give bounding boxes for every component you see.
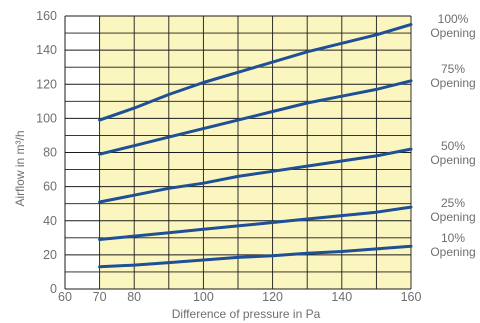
x-tick-label: 100 (193, 290, 214, 304)
y-tick-label: 80 (43, 146, 57, 160)
x-tick-labels: 60 70 80 100 120 140 160 (58, 290, 421, 304)
series-label-line: Opening (430, 210, 475, 224)
series-line-3 (98, 205, 413, 241)
y-tick-labels: 0 20 40 60 80 100 120 140 160 (36, 9, 57, 296)
x-axis-label: Difference of pressure in Pa (172, 307, 321, 321)
x-tick-label: 70 (93, 290, 107, 304)
series-line-4 (98, 244, 413, 269)
series-line-1 (98, 79, 413, 156)
series-line-2 (98, 147, 413, 204)
y-tick-label: 120 (36, 77, 57, 91)
y-tick-label: 60 (43, 180, 57, 194)
series-label-3: 25% Opening (430, 196, 475, 224)
y-axis-label: Airflow in m³/h (13, 130, 27, 206)
x-tick-label: 60 (58, 290, 72, 304)
series-label-line: 75% (441, 62, 465, 76)
y-tick-label: 160 (36, 9, 57, 23)
y-tick-label: 140 (36, 43, 57, 57)
series-label-line: 100% (438, 12, 469, 26)
x-tick-label: 160 (401, 290, 422, 304)
series-label-line: Opening (430, 76, 475, 90)
y-tick-label: 20 (43, 248, 57, 262)
series-label-0: 100% Opening (430, 12, 475, 40)
series-label-4: 10% Opening (430, 231, 475, 259)
series-label-line: Opening (430, 26, 475, 40)
y-tick-label: 100 (36, 111, 57, 125)
x-tick-label: 120 (262, 290, 283, 304)
series-label-line: Opening (430, 153, 475, 167)
x-tick-label: 80 (127, 290, 141, 304)
series-line-0 (98, 23, 413, 122)
y-tick-label: 0 (50, 282, 57, 296)
series-label-line: 25% (441, 196, 465, 210)
series-label-1: 75% Opening (430, 62, 475, 90)
series-label-line: Opening (430, 245, 475, 259)
y-tick-label: 40 (43, 214, 57, 228)
series-label-line: 10% (441, 231, 465, 245)
series-lines (98, 23, 413, 269)
grid-lines (65, 15, 412, 289)
series-label-2: 50% Opening (430, 139, 475, 167)
x-tick-label: 140 (331, 290, 352, 304)
series-label-line: 50% (441, 139, 465, 153)
